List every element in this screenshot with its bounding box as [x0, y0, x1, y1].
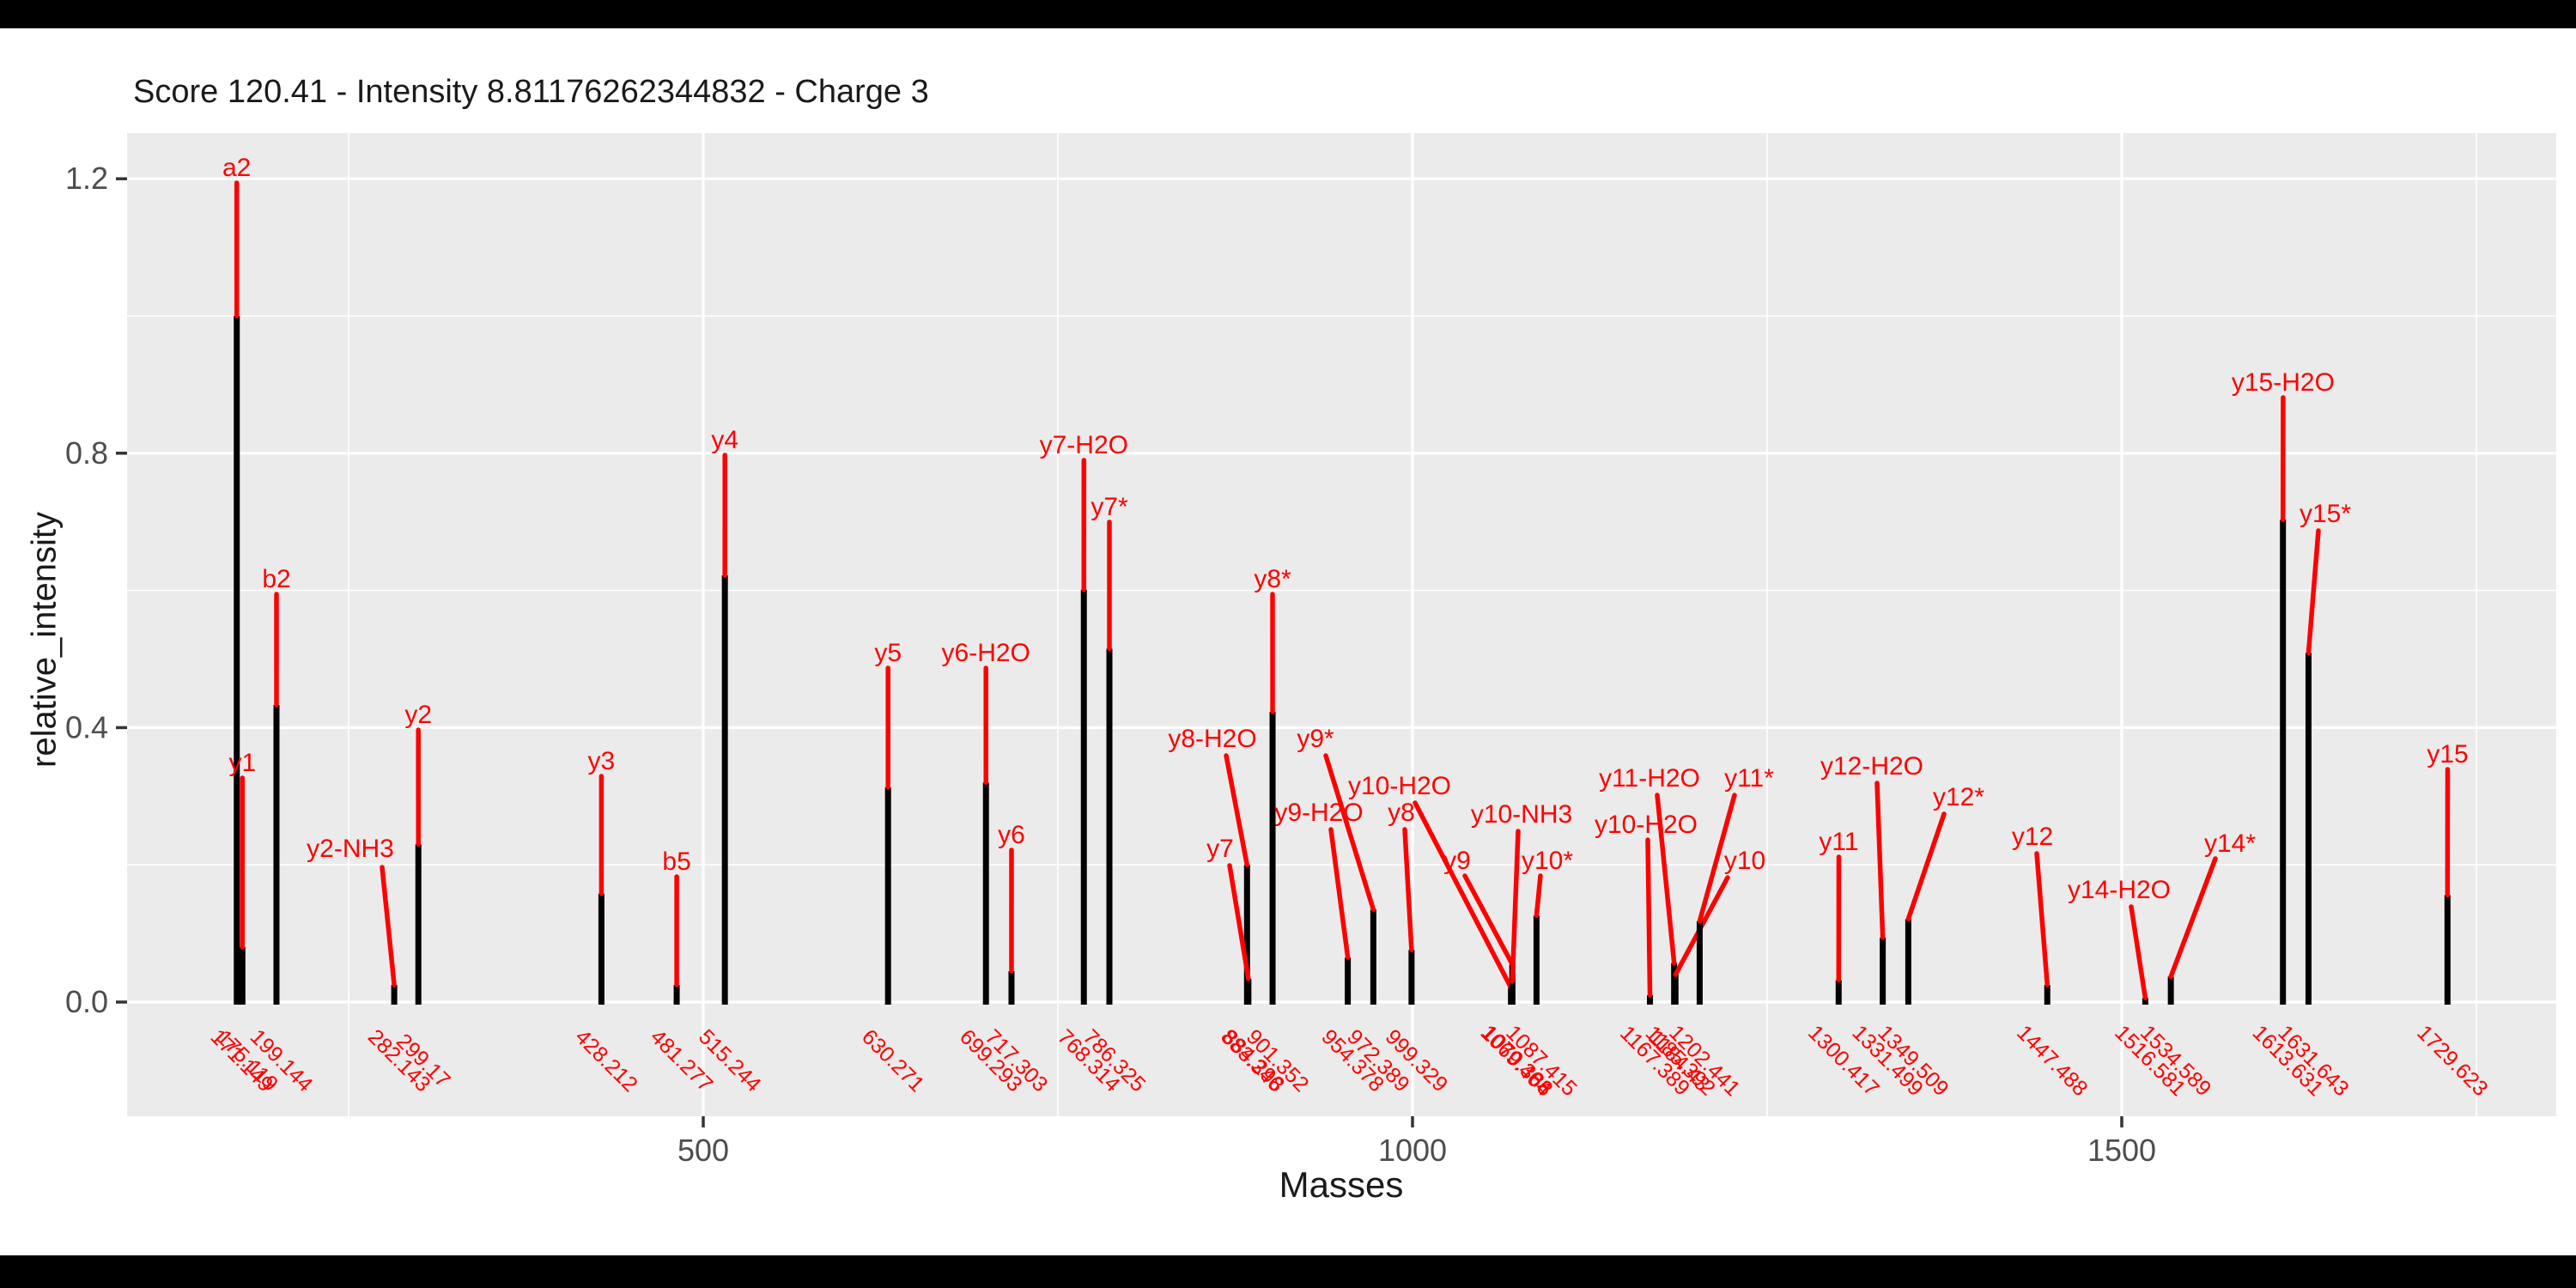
- ion-label: y3: [588, 747, 616, 775]
- ion-label: y6: [998, 821, 1025, 849]
- ion-label: y4: [711, 426, 738, 454]
- y-tick-label: 0.8: [65, 435, 108, 471]
- x-axis-title: Masses: [1279, 1164, 1404, 1205]
- ion-label: y2: [404, 701, 432, 729]
- ion-label: y10*: [1522, 847, 1573, 875]
- ion-label: a2: [222, 154, 251, 182]
- ion-leader-line: [1227, 863, 1251, 981]
- x-tick-label: 500: [677, 1133, 729, 1168]
- ion-label: y8-H2O: [1168, 725, 1256, 753]
- ion-leader-line: [1645, 837, 1653, 998]
- ion-leader-line: [1534, 873, 1543, 919]
- x-tick-label: 1000: [1378, 1133, 1447, 1168]
- letterbox-bottom: [0, 1255, 2576, 1288]
- ion-leader-line: [2129, 904, 2148, 1000]
- ion-label: y7*: [1091, 493, 1128, 521]
- ion-label: y9-H2O: [1274, 799, 1363, 827]
- ion-leader-line: [1402, 827, 1414, 953]
- ion-label: y11-H2O: [1599, 764, 1700, 793]
- ion-leader-line: [1462, 873, 1515, 967]
- ion-label: b5: [662, 848, 690, 876]
- ion-label: y10: [1724, 847, 1765, 875]
- ion-leader-line: [1655, 793, 1677, 966]
- x-tick-label: 1500: [2087, 1133, 2156, 1168]
- ion-label: y9*: [1297, 725, 1334, 753]
- ion-label: y10-NH3: [1471, 800, 1572, 829]
- ion-label: y14*: [2204, 829, 2256, 858]
- ion-label: y2-NH3: [307, 835, 394, 863]
- ion-label: y14-H2O: [2068, 876, 2171, 904]
- ion-label: y5: [874, 639, 902, 667]
- ion-label: y15: [2427, 740, 2468, 769]
- ion-label: y7: [1206, 835, 1234, 863]
- ion-label: y1: [228, 749, 256, 777]
- ion-label: y8*: [1254, 565, 1291, 593]
- ion-leader-line: [380, 865, 397, 987]
- ion-label: y11: [1819, 828, 1858, 856]
- ion-label: y11*: [1724, 764, 1774, 793]
- ion-leader-line: [1328, 827, 1351, 960]
- letterbox-top: [0, 0, 2576, 28]
- ion-label: y10-H2O: [1595, 811, 1698, 839]
- ion-leader-line: [2168, 856, 2218, 980]
- ion-leader-line: [1905, 811, 1947, 922]
- ion-label: y15-H2O: [2232, 368, 2335, 397]
- ion-label: b2: [262, 565, 290, 593]
- ion-label: y6-H2O: [942, 639, 1030, 667]
- y-tick-label: 0.4: [65, 709, 108, 744]
- ion-leader-line: [1874, 781, 1886, 940]
- ion-leader-line: [1510, 829, 1521, 984]
- ion-label: y12: [2012, 823, 2053, 851]
- ion-label: y8: [1388, 799, 1415, 827]
- ion-label: y9: [1443, 847, 1471, 875]
- y-tick-label: 0.0: [65, 984, 108, 1019]
- ion-leader-line: [1413, 800, 1514, 990]
- ion-leader-line: [1224, 753, 1250, 867]
- ion-leader-line: [2306, 528, 2321, 656]
- plot-panel: [127, 133, 2556, 1116]
- ion-label: y12*: [1933, 783, 1984, 811]
- ion-label: y12-H2O: [1820, 752, 1923, 781]
- ion-leader-line: [2034, 851, 2050, 987]
- ion-leader-line: [1323, 753, 1376, 912]
- y-tick-label: 1.2: [65, 161, 108, 196]
- ion-label: y7-H2O: [1040, 431, 1128, 459]
- ion-leader-line: [1697, 793, 1737, 924]
- ion-label: y10-H2O: [1348, 772, 1451, 800]
- ion-label: y15*: [2300, 500, 2351, 528]
- y-axis-title: relative_intensity: [25, 512, 64, 768]
- plot-title: Score 120.41 - Intensity 8.8117626234483…: [133, 74, 929, 110]
